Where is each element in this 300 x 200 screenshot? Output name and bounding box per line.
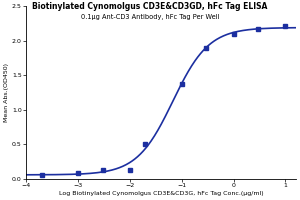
X-axis label: Log Biotinylated Cynomolgus CD3E&CD3G, hFc Tag Conc.(μg/ml): Log Biotinylated Cynomolgus CD3E&CD3G, h… <box>58 191 263 196</box>
Text: 0.1μg Ant-CD3 Antibody, hFc Tag Per Well: 0.1μg Ant-CD3 Antibody, hFc Tag Per Well <box>81 14 219 20</box>
Text: Biotinylated Cynomolgus CD3E&CD3GD, hFc Tag ELISA: Biotinylated Cynomolgus CD3E&CD3GD, hFc … <box>32 2 268 11</box>
Y-axis label: Mean Abs.(OD450): Mean Abs.(OD450) <box>4 63 9 122</box>
